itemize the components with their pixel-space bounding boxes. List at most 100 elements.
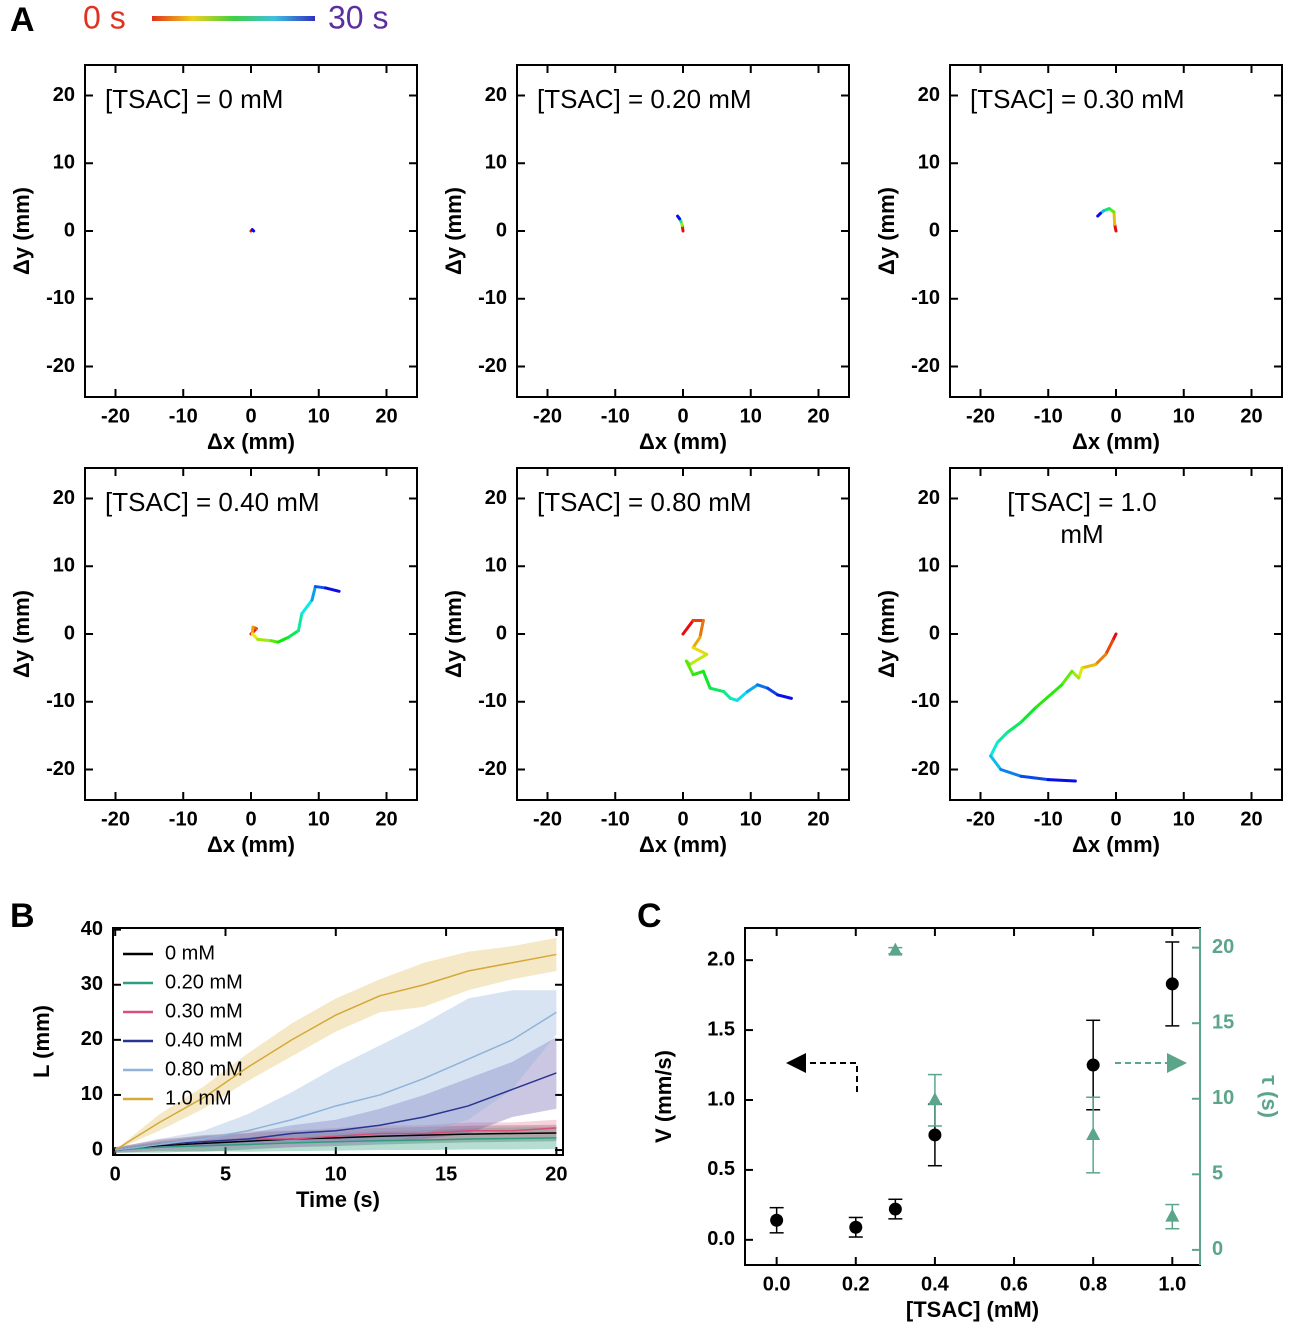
y-axis-label: V (mm/s) — [651, 1050, 676, 1143]
trajectory-segment — [1046, 778, 1077, 783]
y-tick-label: 20 — [485, 84, 507, 106]
trajectory-segment — [756, 683, 770, 690]
y2-tick-label: 0 — [1212, 1238, 1223, 1260]
trajectory-segment — [310, 585, 317, 602]
x-tick-label: 10 — [1173, 808, 1195, 830]
x-tick-label: 1.0 — [1158, 1273, 1186, 1295]
x-axis-label: Δx (mm) — [207, 429, 295, 454]
error-band — [115, 1126, 557, 1153]
axes-frame — [516, 64, 850, 398]
y-tick-label: 0.5 — [707, 1158, 735, 1180]
trajectory-segment — [999, 768, 1023, 778]
y-tick-label: 0 — [64, 622, 75, 644]
trajectory-segment — [989, 754, 1003, 772]
trajectory-segment — [995, 730, 1010, 744]
y-tick-label: 1.5 — [707, 1018, 735, 1040]
trajectory-segment — [688, 652, 709, 666]
axes-frame — [949, 64, 1283, 398]
x-tick-label: 10 — [308, 808, 330, 830]
marker — [849, 1220, 863, 1234]
trajectory-segment — [286, 629, 300, 639]
marker — [888, 942, 903, 956]
colorbar-end: 30 s — [328, 0, 388, 35]
x-tick-label: 20 — [375, 808, 397, 830]
legend-label: 0.20 mM — [165, 971, 243, 993]
y-tick-label: 10 — [53, 555, 75, 577]
x-tick-label: 20 — [375, 405, 397, 427]
x-axis-label: Time (s) — [296, 1187, 380, 1212]
x-tick-label: 10 — [308, 405, 330, 427]
y2-tick-label: 10 — [1212, 1087, 1234, 1109]
x-tick-label: 20 — [807, 405, 829, 427]
trajectory-segment — [691, 646, 709, 656]
trajectory-segment — [1019, 707, 1037, 724]
y-tick-label: -20 — [911, 758, 940, 780]
x-tick-label: 10 — [740, 808, 762, 830]
marker — [1086, 1058, 1100, 1072]
trajectory-segment — [691, 669, 705, 677]
trajectory-segment — [1080, 662, 1098, 670]
marker — [927, 1092, 942, 1106]
x-axis-label: Δx (mm) — [639, 429, 727, 454]
x-tick-label: 0.0 — [763, 1273, 791, 1295]
error-band — [115, 937, 557, 1151]
x-tick-label: -10 — [601, 808, 630, 830]
y-tick-label: 2.0 — [707, 948, 735, 970]
x-tick-label: 0 — [677, 808, 688, 830]
annotation: [TSAC] = 0.20 mM — [537, 84, 752, 114]
y-tick-label: 20 — [53, 487, 75, 509]
x-tick-label: -20 — [101, 808, 130, 830]
trajectory-segment — [276, 635, 290, 644]
arrow — [786, 1053, 858, 1092]
axes-frame — [744, 927, 1201, 1266]
y-tick-label: 30 — [81, 973, 103, 995]
y-tick-label: -10 — [46, 690, 75, 712]
x-tick-label: 0 — [1110, 405, 1121, 427]
panel-label: A — [10, 1, 35, 39]
mean-line — [115, 1137, 557, 1151]
y-tick-label: -10 — [911, 690, 940, 712]
trajectory-segment — [256, 637, 273, 643]
x-axis-label: Δx (mm) — [1072, 429, 1160, 454]
colorbar-start: 0 s — [83, 0, 126, 35]
x-tick-label: -10 — [169, 405, 198, 427]
y-tick-label: 20 — [81, 1028, 103, 1050]
legend-label: 0.80 mM — [165, 1058, 243, 1080]
y-tick-label: -20 — [911, 355, 940, 377]
y-tick-label: 10 — [918, 555, 940, 577]
x-axis-label: Δx (mm) — [207, 832, 295, 857]
marker — [1165, 977, 1179, 991]
y-tick-label: -10 — [478, 690, 507, 712]
y-tick-label: 1.0 — [707, 1088, 735, 1110]
legend-label: 1.0 mM — [165, 1087, 232, 1109]
y-tick-label: 0.0 — [707, 1228, 735, 1250]
trajectory-segment — [989, 740, 999, 758]
y-tick-label: -20 — [46, 758, 75, 780]
x-tick-label: 0 — [245, 808, 256, 830]
legend-label: 0.40 mM — [165, 1029, 243, 1051]
y-tick-label: 0 — [496, 622, 507, 644]
x-axis-label: [TSAC] (mM) — [906, 1297, 1039, 1322]
legend-label: 0 mM — [165, 942, 215, 964]
trajectory-segment — [698, 618, 705, 639]
x-tick-label: -20 — [533, 405, 562, 427]
x-tick-label: -20 — [101, 405, 130, 427]
trajectory-segment — [1060, 669, 1074, 687]
x-tick-label: -10 — [169, 808, 198, 830]
y-axis-label: Δy (mm) — [441, 187, 466, 275]
trajectory-segment — [701, 669, 712, 690]
legend-label: 0.30 mM — [165, 1000, 243, 1022]
y-tick-label: 10 — [485, 152, 507, 174]
x-tick-label: 20 — [807, 808, 829, 830]
y-tick-label: -20 — [478, 758, 507, 780]
trajectory-segment — [1070, 669, 1081, 680]
x-tick-label: 10 — [1173, 405, 1195, 427]
y-tick-label: 20 — [485, 487, 507, 509]
x-tick-label: 0.8 — [1079, 1273, 1107, 1295]
x-axis-label: Δx (mm) — [639, 832, 727, 857]
y2-tick-label: 15 — [1212, 1011, 1234, 1033]
trajectory-segment — [1033, 683, 1064, 711]
y-axis-label: Δy (mm) — [9, 590, 34, 678]
